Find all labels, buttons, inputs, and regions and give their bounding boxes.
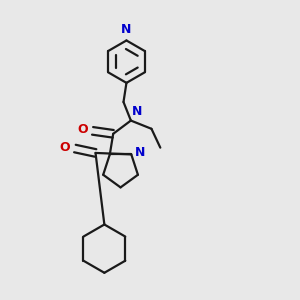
Text: N: N: [135, 146, 145, 159]
Text: O: O: [77, 124, 88, 136]
Text: O: O: [60, 141, 70, 154]
Text: N: N: [121, 23, 132, 36]
Text: N: N: [131, 105, 142, 118]
